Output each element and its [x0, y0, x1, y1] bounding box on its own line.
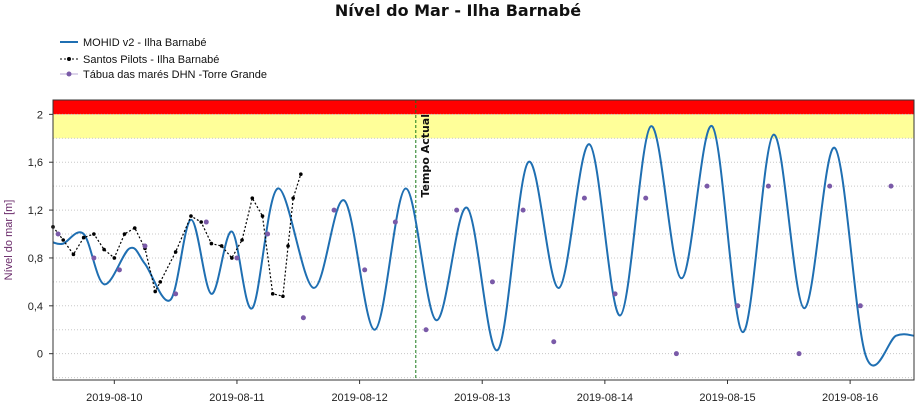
santos-point: [92, 232, 96, 236]
threshold-band: [53, 114, 914, 139]
tide-table-point: [643, 195, 649, 201]
legend-label: MOHID v2 - Ilha Barnabé: [83, 37, 207, 49]
santos-point: [291, 196, 295, 200]
legend-item: Tábua das marés DHN -Torre Grande: [60, 69, 267, 81]
y-tick-label: 1,2: [28, 205, 43, 217]
tide-table-point: [888, 183, 894, 189]
tide-table-point: [55, 231, 61, 237]
tide-table-point: [203, 219, 209, 225]
chart-title: Nível do Mar - Ilha Barnabé: [335, 1, 581, 20]
plot-area: [53, 100, 914, 380]
tide-table-point: [331, 207, 337, 213]
threshold-bands: [53, 100, 914, 139]
santos-point: [286, 244, 290, 248]
series-santos-line: [52, 174, 302, 297]
tide-table-point: [735, 303, 741, 309]
santos-point: [112, 256, 117, 260]
tide-table-point: [91, 255, 97, 261]
series-layer: [51, 125, 915, 367]
santos-point: [153, 289, 157, 294]
santos-point: [219, 244, 224, 248]
x-tick-label: 2019-08-10: [86, 392, 142, 403]
tide-table-point: [454, 207, 460, 213]
y-tick-label: 0: [37, 349, 43, 361]
santos-point: [250, 196, 255, 200]
threshold-band: [53, 100, 914, 115]
tide-table-point: [551, 339, 557, 345]
tide-table-point: [300, 315, 306, 321]
current-time-label: Tempo Actual: [419, 114, 432, 198]
tide-table-point: [423, 327, 429, 333]
tide-table-point: [173, 291, 179, 297]
axes: 0 0,4 0,8 1,2 1,6 2 2019-08-10 2019-08-11 2019-0…: [28, 99, 915, 403]
plot-background: [53, 100, 914, 380]
santos-point: [240, 238, 244, 242]
santos-point: [230, 256, 234, 260]
x-tick-label: 2019-08-11: [209, 392, 264, 403]
legend-swatch-marker: [66, 71, 72, 77]
legend: MOHID v2 - Ilha Barnabé Santos Pilots - I…: [60, 37, 267, 81]
current-time-marker: Tempo Actual: [415, 100, 432, 380]
y-tick-label: 2: [37, 109, 43, 121]
x-tick-label: 2019-08-14: [577, 392, 633, 403]
tide-table-point: [765, 183, 771, 189]
tide-table-point: [392, 219, 398, 225]
tide-table-point: [265, 231, 271, 237]
tide-table-point: [142, 243, 148, 249]
legend-swatch-marker: [67, 57, 71, 61]
x-tick-label: 2019-08-13: [454, 392, 510, 403]
legend-label: Tábua das marés DHN -Torre Grande: [83, 69, 267, 81]
santos-point: [270, 292, 275, 296]
santos-point: [158, 280, 163, 284]
y-tick-label: 0,4: [28, 301, 43, 313]
plot-frame: [52, 99, 915, 381]
x-tick-label: 2019-08-15: [699, 392, 755, 403]
tide-table-point: [673, 351, 679, 357]
santos-point: [260, 214, 265, 218]
legend-item: Santos Pilots - Ilha Barnabé: [60, 54, 219, 66]
tide-table-point: [612, 291, 618, 297]
legend-label: Santos Pilots - Ilha Barnabé: [83, 54, 219, 66]
tide-table-point: [827, 183, 833, 189]
y-axis-title: Nível do mar [m]: [3, 200, 15, 281]
santos-point: [61, 238, 66, 242]
y-tick-label: 1,6: [28, 157, 43, 169]
santos-point: [132, 226, 137, 230]
tide-table-point: [857, 303, 863, 309]
tide-table-point: [581, 195, 587, 201]
x-tick-label: 2019-08-12: [331, 392, 387, 403]
santos-point: [199, 220, 203, 224]
tide-table-point: [704, 183, 710, 189]
y-tick-label: 0,8: [28, 253, 43, 265]
santos-point: [102, 247, 106, 252]
tide-table-point: [234, 255, 240, 261]
tide-table-point: [116, 267, 122, 273]
tide-table-point: [520, 207, 526, 213]
santos-point: [299, 172, 303, 176]
santos-point: [189, 214, 193, 218]
legend-item: MOHID v2 - Ilha Barnabé: [60, 37, 207, 49]
santos-point: [173, 250, 178, 254]
x-tick-label: 2019-08-16: [822, 392, 878, 403]
series-mohid-line: [52, 125, 915, 367]
tide-table-point: [489, 279, 495, 285]
santos-point: [81, 235, 86, 240]
santos-point: [71, 252, 76, 257]
santos-point: [209, 241, 214, 246]
tide-table-point: [362, 267, 368, 273]
santos-point: [122, 232, 127, 236]
tide-table-point: [796, 351, 802, 357]
santos-point: [281, 294, 285, 299]
